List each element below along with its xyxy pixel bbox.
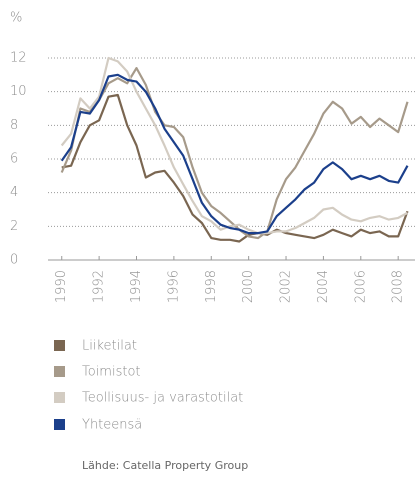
series-line <box>60 73 409 235</box>
legend-label: Teollisuus- ja varastotilat <box>82 391 243 406</box>
y-tick-label: 2 <box>10 219 18 234</box>
legend-swatch <box>54 366 65 377</box>
y-tick-label: 10 <box>10 84 27 99</box>
x-tick-label: 1990 <box>54 270 69 303</box>
x-tick-label: 2008 <box>391 270 406 303</box>
x-tick-label: 1998 <box>204 270 219 303</box>
legend-label: Yhteensä <box>82 418 142 433</box>
x-tick-label: 2002 <box>279 270 294 303</box>
y-tick-label: 8 <box>10 118 18 133</box>
series-line <box>60 67 409 240</box>
y-tick-label: 0 <box>10 253 18 268</box>
x-tick-label: 1992 <box>92 270 107 303</box>
x-tick-label: 2006 <box>353 270 368 303</box>
legend-label: Liiketilat <box>82 339 137 354</box>
x-tick-label: 2004 <box>316 270 331 303</box>
legend-swatch <box>54 419 65 430</box>
legend-swatch <box>54 392 65 403</box>
legend-label: Toimistot <box>82 365 141 380</box>
y-tick-label: 4 <box>10 185 18 200</box>
y-tick-label: 6 <box>10 152 18 167</box>
legend-swatch <box>54 340 65 351</box>
source: Lähde: Catella Property Group <box>82 459 248 472</box>
x-tick-label: 1994 <box>129 270 144 303</box>
x-tick-label: 1996 <box>166 270 181 303</box>
y-tick-label: 12 <box>10 51 27 66</box>
x-tick-label: 2000 <box>241 270 256 303</box>
y-axis-label: % <box>10 11 22 26</box>
series-line <box>61 93 409 243</box>
series-line <box>60 56 409 235</box>
